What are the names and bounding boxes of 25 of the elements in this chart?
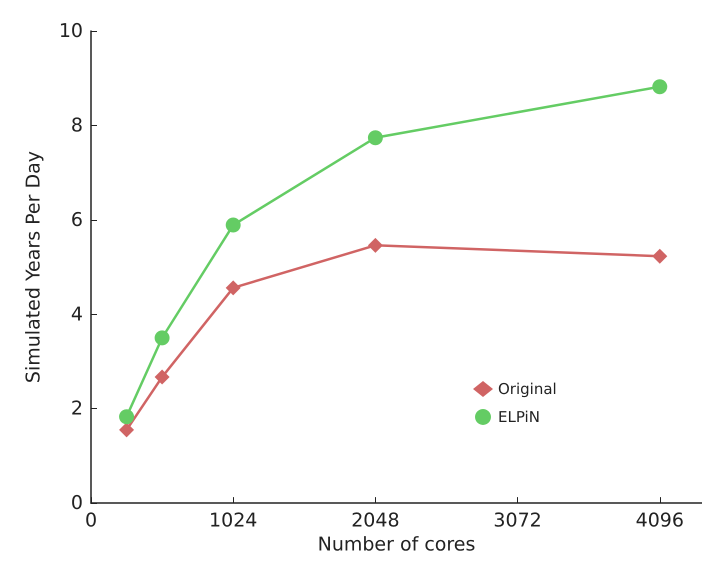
point <box>652 248 668 264</box>
point <box>652 79 668 94</box>
x-axis-title: Number of cores <box>318 534 476 556</box>
point <box>119 422 134 438</box>
y-tick-label: 10 <box>58 20 83 42</box>
y-tick-label: 8 <box>70 114 83 136</box>
x-tick-label: 3072 <box>493 510 542 532</box>
point <box>119 409 134 424</box>
point <box>368 130 383 146</box>
y-tick-label: 0 <box>70 492 83 514</box>
x-tick-label: 2048 <box>351 510 400 532</box>
point <box>226 280 241 296</box>
legend-label: Original <box>498 380 557 398</box>
point <box>154 330 170 346</box>
point <box>368 238 383 253</box>
x-tick-label: 0 <box>84 510 98 532</box>
y-axis-title: Simulated Years Per Day <box>22 151 44 384</box>
y-tick-label: 6 <box>70 208 83 231</box>
point <box>226 218 241 233</box>
point <box>154 370 170 385</box>
x-tick-label: 4096 <box>636 510 684 532</box>
y-tick-label: 4 <box>70 303 83 326</box>
legend-label: ELPiN <box>498 408 540 426</box>
x-tick-label: 1024 <box>209 510 258 532</box>
y-tick-label: 2 <box>70 398 83 420</box>
